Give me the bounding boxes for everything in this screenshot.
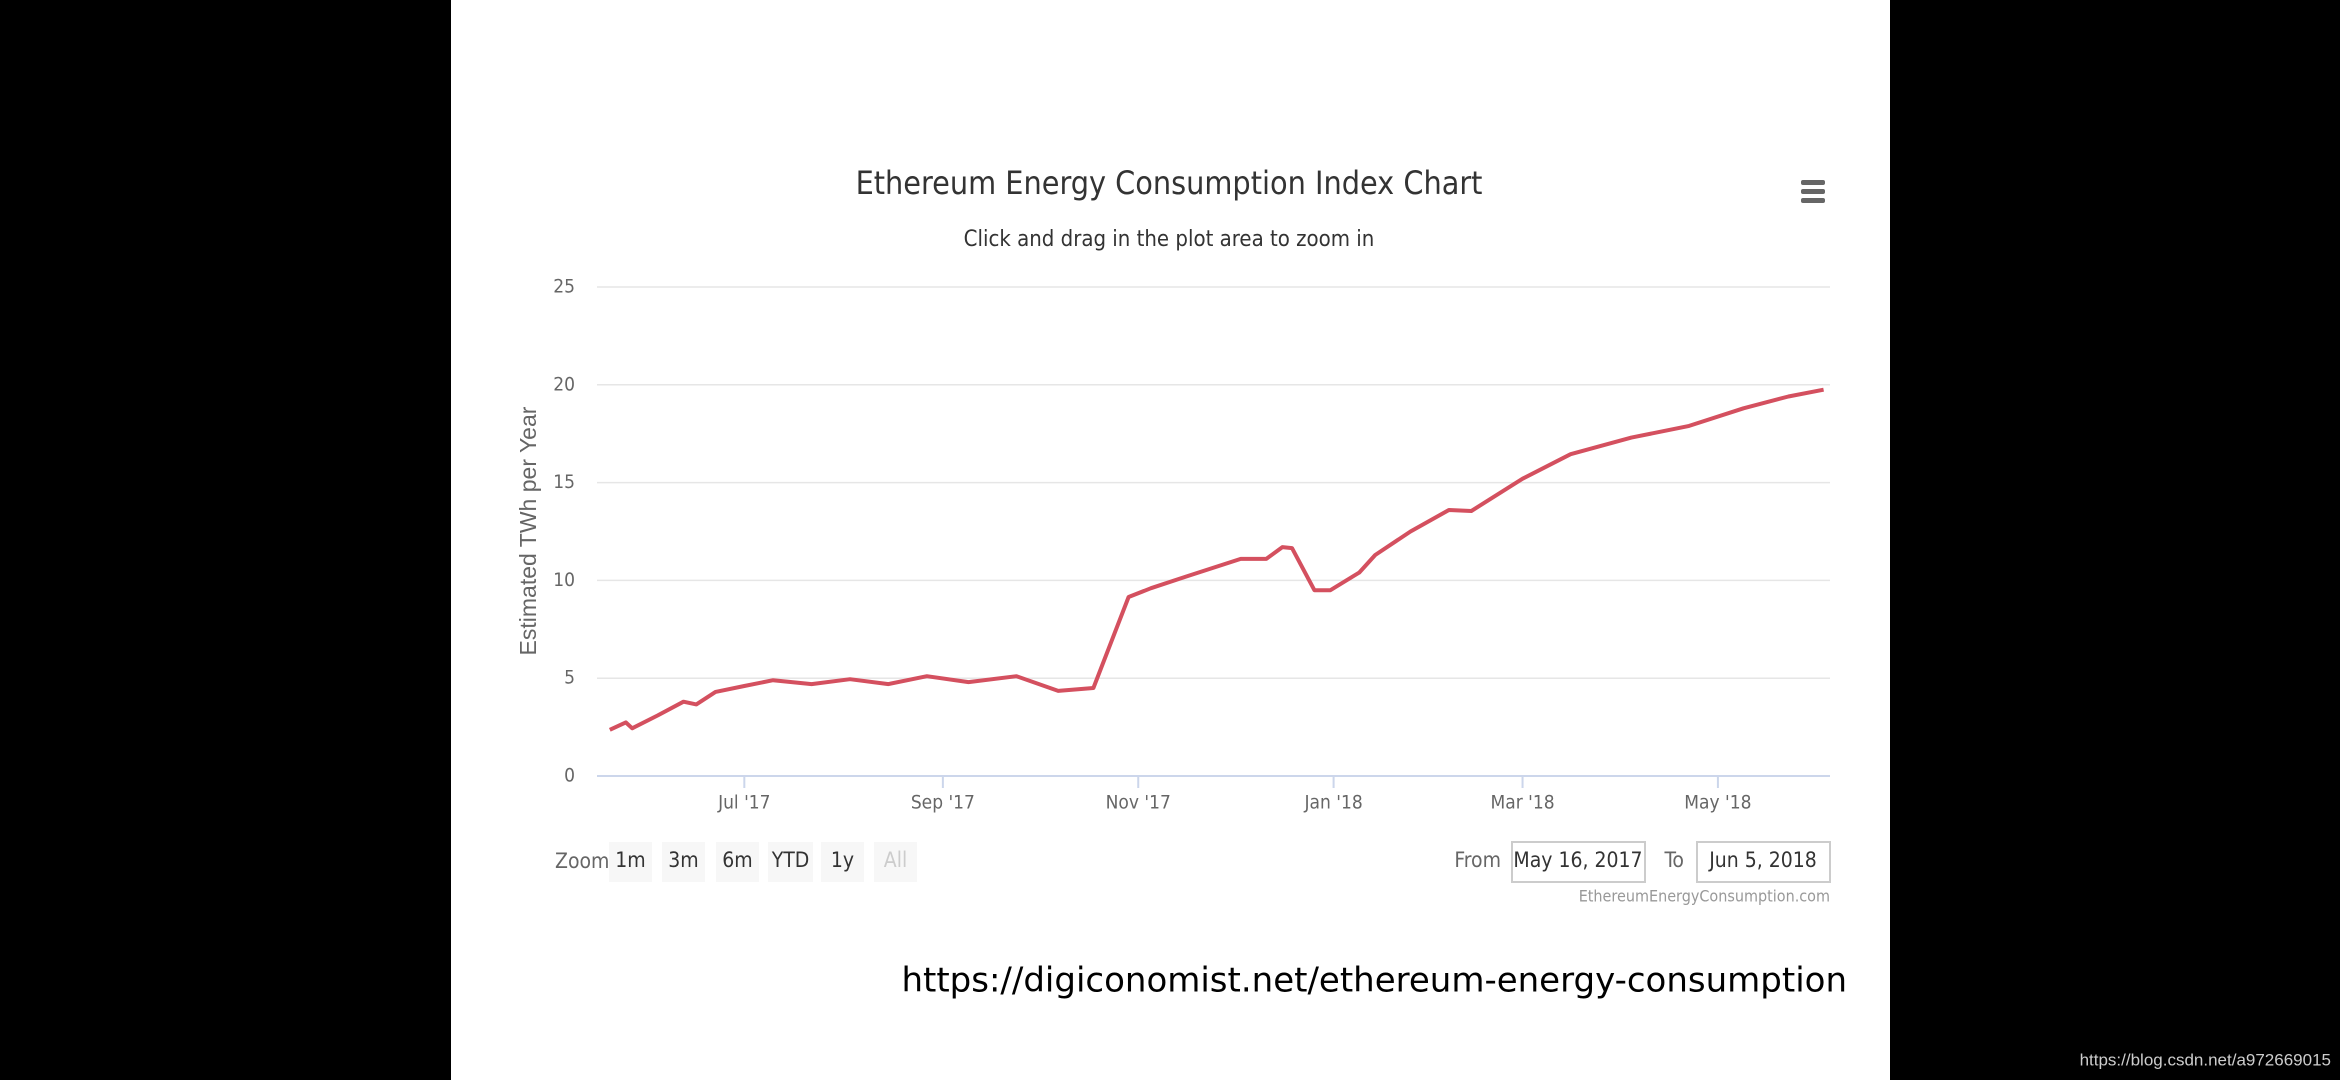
x-tick-label: Mar '18 [1490,792,1554,814]
data-line [608,387,1824,732]
chart-title: Ethereum Energy Consumption Index Chart [856,164,1483,202]
zoom-button[interactable] [716,842,759,882]
zoom-button-label[interactable]: 1m [615,848,645,872]
y-tick-label: 15 [553,471,575,493]
zoom-label: Zoom [555,849,609,873]
from-value[interactable]: May 16, 2017 [1513,848,1642,872]
zoom-button[interactable] [609,842,652,882]
zoom-button-label[interactable]: 3m [668,848,698,872]
from-input[interactable] [1511,841,1646,883]
menu-button[interactable] [1801,180,1825,203]
plot: 0 5 10 15 20 25 Jul '17 Sep '17 Nov '17 Jan '18 Ma… [553,276,1830,814]
y-tick-label: 25 [553,276,575,298]
to-label: To [1663,848,1684,872]
chart-subtitle: Click and drag in the plot area to zoom … [964,227,1375,252]
x-tick-label: May '18 [1684,792,1751,814]
zoom-button[interactable] [821,842,864,882]
credits: EthereumEnergyConsumption.com [1579,887,1830,906]
x-tick-label: Jul '17 [717,792,771,814]
watermark: https://blog.csdn.net/a972669015 [2080,1050,2331,1069]
caption: https://digiconomist.net/ethereum-energy… [901,961,1847,1001]
zoom-button-label[interactable]: 1y [831,848,854,872]
y-tick-label: 10 [553,569,575,591]
zoom-button[interactable] [874,842,917,882]
x-tick-label: Jan '18 [1303,792,1362,814]
menu-bar [1801,198,1825,203]
y-tick-label: 5 [564,667,575,689]
zoom-button-label[interactable]: 6m [722,848,752,872]
x-tick-label: Nov '17 [1106,792,1171,814]
zoom-button-label[interactable]: All [884,848,907,872]
y-tick-label: 20 [553,373,575,395]
to-value[interactable]: Jun 5, 2018 [1708,848,1817,872]
x-tick-label: Sep '17 [911,792,975,814]
y-tick-label: 0 [564,765,575,787]
menu-bar [1801,189,1825,194]
zoom-button-label[interactable]: YTD [771,848,810,872]
y-axis-label: Estimated TWh per Year [515,406,541,655]
zoom-button[interactable] [768,842,813,882]
to-input[interactable] [1696,841,1831,883]
range-selector: Zoom 1m 3m 6m YTD 1y All From May 16, 2017 To Jun … [555,841,1831,883]
menu-bar [1801,180,1825,185]
slide [451,0,1890,1080]
zoom-button[interactable] [662,842,705,882]
from-label: From [1454,848,1501,872]
